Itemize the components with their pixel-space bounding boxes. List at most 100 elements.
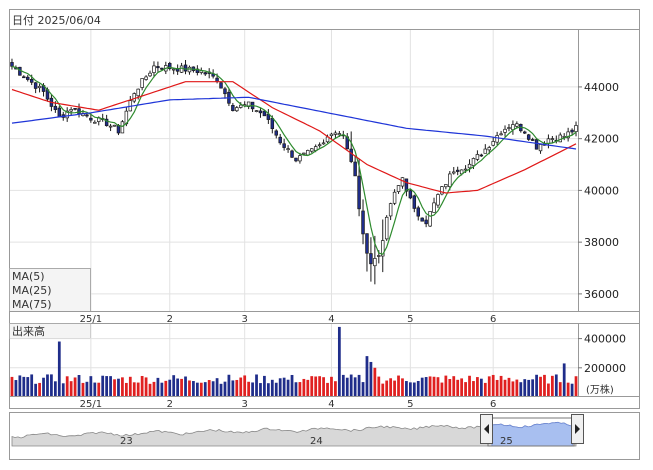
ma75-line (11, 96, 577, 150)
candle-body (384, 216, 389, 240)
volume-bar (223, 381, 227, 397)
candle-body (298, 155, 302, 162)
volume-bar (345, 377, 349, 397)
volume-bar (357, 374, 361, 397)
volume-tick-label: 200000 (584, 362, 626, 375)
volume-bar (152, 381, 156, 397)
candle-body (349, 148, 353, 162)
volume-bar (543, 374, 546, 397)
volume-bar (195, 382, 199, 397)
volume-bar (255, 374, 258, 397)
volume-bar (570, 383, 574, 397)
volume-bar (424, 377, 428, 397)
candle-body (183, 64, 188, 72)
candle-body (408, 190, 413, 199)
price-grid (10, 30, 578, 312)
candle-body (475, 154, 480, 160)
price-tick-label: 40000 (584, 184, 619, 197)
volume-x-tick-label: 6 (490, 399, 496, 410)
candle-body (574, 125, 578, 132)
volume-bar (247, 381, 251, 397)
volume-bar (219, 383, 223, 397)
candle-body (455, 169, 460, 172)
candle-body (432, 202, 436, 213)
volume-x-tick-label: 4 (328, 399, 334, 410)
moving-averages (11, 65, 577, 256)
volume-bar (89, 376, 93, 397)
navigator-right-handle[interactable] (571, 414, 584, 444)
volume-bar (10, 376, 14, 397)
volume-title: 出来高 (12, 324, 45, 338)
volume-x-tick-label: 25/1 (80, 399, 102, 410)
price-x-tick-label: 2 (167, 314, 173, 325)
volume-x-ticks: 25/1 2 3 4 5 6 (80, 399, 497, 410)
volume-bar (397, 375, 400, 397)
volume-bar (310, 376, 314, 397)
price-tick-label: 42000 (584, 133, 619, 146)
volume-bar (456, 379, 460, 397)
volume-bar (318, 376, 322, 397)
volume-bar (519, 382, 523, 397)
navigator-label-23: 23 (120, 436, 133, 447)
candle-body (294, 157, 298, 162)
price-x-tick-label: 3 (242, 314, 248, 325)
legend-ma75: MA(75) (12, 298, 52, 311)
volume-bar (266, 383, 270, 397)
volume-bar (235, 379, 239, 397)
volume-bar (109, 376, 112, 397)
volume-bar (69, 381, 73, 397)
volume-bar (334, 381, 337, 397)
volume-bar (148, 383, 152, 397)
volume-bar (243, 375, 247, 397)
volume-bar (337, 326, 341, 397)
volume-bar (286, 379, 290, 397)
navigator-left-handle[interactable] (480, 414, 493, 444)
volume-bar (251, 382, 254, 397)
candle-body (377, 255, 381, 257)
volume-bar (77, 375, 81, 397)
candle-body (503, 128, 507, 133)
candle-body (321, 142, 326, 145)
volume-bar (365, 356, 369, 397)
volume-bar (117, 378, 120, 397)
volume-bar (503, 379, 507, 397)
volume-bar (144, 377, 148, 397)
candle-body (420, 217, 424, 222)
volume-bar (132, 382, 136, 397)
volume-bar (136, 382, 140, 397)
volume-tick-label: 400000 (584, 333, 626, 346)
candle-body (108, 125, 113, 128)
volume-bar (476, 377, 479, 397)
legend-ma25: MA(25) (12, 284, 52, 297)
volume-bar (298, 382, 302, 397)
price-tick-label: 38000 (584, 236, 619, 249)
volume-bar (97, 382, 101, 397)
volume-bar (523, 379, 527, 397)
volume-bar (38, 382, 41, 397)
candle-body (160, 67, 164, 70)
volume-bar (468, 375, 471, 397)
price-tick-label: 36000 (584, 288, 619, 301)
volume-bar (511, 381, 515, 397)
candle-body (89, 117, 93, 121)
volume-bar (160, 382, 164, 397)
volume-bar (101, 375, 105, 397)
volume-bar (46, 374, 49, 397)
candle-body (37, 85, 42, 89)
price-y-ticks: 44000 42000 40000 38000 36000 (578, 81, 619, 301)
candle-body (120, 121, 125, 134)
candle-body (365, 233, 369, 254)
candle-body (507, 127, 511, 129)
handle-left-arrow-icon (484, 424, 489, 434)
price-xaxis-row (9, 311, 640, 324)
volume-bar (401, 378, 404, 397)
volume-unit: (万株) (586, 383, 614, 396)
candle-body (448, 173, 452, 188)
candle-body (132, 93, 136, 102)
candle-body (270, 118, 275, 129)
volume-bar (341, 374, 345, 397)
candle-body (22, 76, 26, 79)
candle-body (463, 168, 468, 171)
volume-bar (306, 379, 310, 397)
